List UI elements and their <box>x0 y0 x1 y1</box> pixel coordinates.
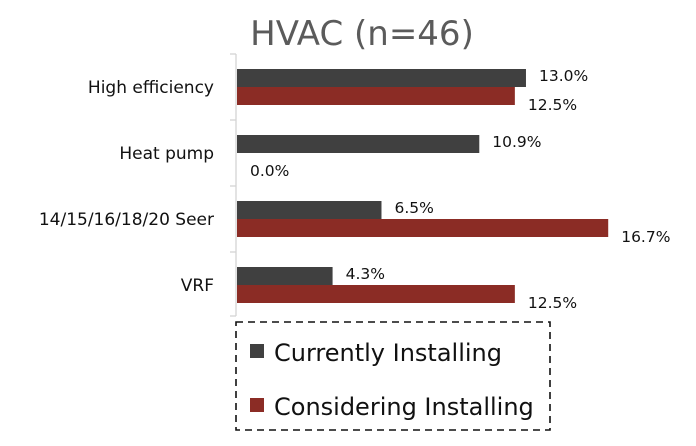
category-axis <box>230 53 237 317</box>
category-label: 14/15/16/18/20 Seer <box>39 210 214 230</box>
bars <box>237 69 609 303</box>
value-labels: 13.0% 12.5% 10.9% 0.0% 6.5% 16.7% 4.3% 12.5% <box>250 67 670 312</box>
value-label: 13.0% <box>539 67 588 85</box>
bar-currently-installing <box>237 267 333 285</box>
bar-currently-installing <box>237 69 526 87</box>
value-label: 12.5% <box>528 294 577 312</box>
value-label: 16.7% <box>621 228 670 246</box>
legend-label-considering-installing: Considering Installing <box>274 393 534 421</box>
bar-considering-installing <box>237 285 515 303</box>
value-label: 6.5% <box>394 199 433 217</box>
legend-swatch-considering-installing <box>250 398 264 412</box>
bar-considering-installing <box>237 219 609 237</box>
value-label: 0.0% <box>250 162 289 180</box>
legend-swatch-currently-installing <box>250 344 264 358</box>
category-label: VRF <box>181 276 214 296</box>
legend-border <box>235 321 551 431</box>
legend: Currently Installing Considering Install… <box>235 321 551 431</box>
legend-label-currently-installing: Currently Installing <box>274 339 502 367</box>
value-label: 4.3% <box>346 265 385 283</box>
bar-considering-installing <box>237 87 515 105</box>
value-label: 10.9% <box>492 133 541 151</box>
bar-currently-installing <box>237 135 480 153</box>
category-label: Heat pump <box>119 144 214 164</box>
bar-currently-installing <box>237 201 382 219</box>
category-labels: High efficiency Heat pump 14/15/16/18/20 S… <box>39 78 214 296</box>
value-label: 12.5% <box>528 96 577 114</box>
category-label: High efficiency <box>88 78 214 98</box>
chart-title: HVAC (n=46) <box>250 14 474 54</box>
